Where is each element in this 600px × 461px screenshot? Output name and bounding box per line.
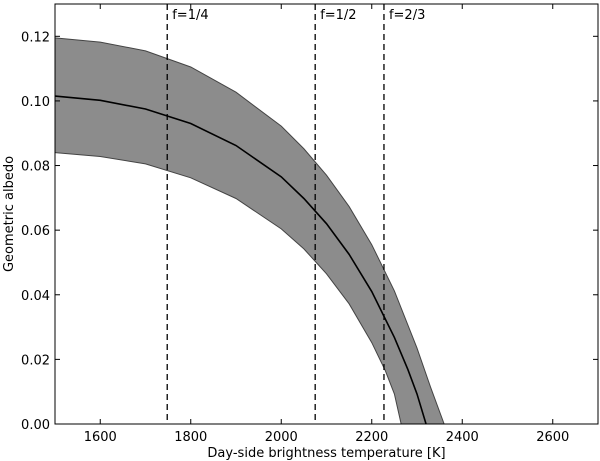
uncertainty-band bbox=[55, 37, 445, 424]
x-tick-label: 2000 bbox=[265, 430, 298, 445]
y-axis-label: Geometric albedo bbox=[2, 156, 17, 272]
x-tick-label: 2200 bbox=[355, 430, 388, 445]
band-lower-edge bbox=[55, 152, 402, 424]
vline-label-1: f=1/4 bbox=[172, 8, 208, 23]
y-tick-label: 0.08 bbox=[21, 160, 50, 175]
y-tick-label: 0.06 bbox=[21, 224, 50, 239]
central-curve-layer bbox=[55, 37, 445, 424]
vline-label-2: f=1/2 bbox=[320, 8, 356, 23]
x-tick-label: 2400 bbox=[446, 430, 479, 445]
plot-frame bbox=[54, 3, 599, 425]
central-albedo-curve bbox=[55, 95, 427, 424]
filling-factor-lines: f=1/4 f=1/2 f=2/3 bbox=[166, 4, 425, 424]
band-fill bbox=[55, 37, 445, 424]
y-tick-label: 0.02 bbox=[21, 353, 50, 368]
x-tick-label: 1600 bbox=[84, 430, 117, 445]
axis-ticks: 1600 1800 2000 2200 2400 2600 0.00 0.02 0.04 0.06… bbox=[21, 4, 598, 445]
y-tick-label: 0.04 bbox=[21, 289, 50, 304]
y-tick-label: 0.10 bbox=[21, 95, 50, 110]
y-tick-label: 0.00 bbox=[21, 418, 50, 433]
x-axis-label: Day-side brightness temperature [K] bbox=[207, 446, 445, 461]
x-tick-label: 2600 bbox=[536, 430, 569, 445]
y-tick-label: 0.12 bbox=[21, 30, 50, 45]
x-tick-label: 1800 bbox=[174, 430, 207, 445]
band-upper-edge bbox=[55, 37, 445, 424]
vline-label-3: f=2/3 bbox=[389, 8, 425, 23]
